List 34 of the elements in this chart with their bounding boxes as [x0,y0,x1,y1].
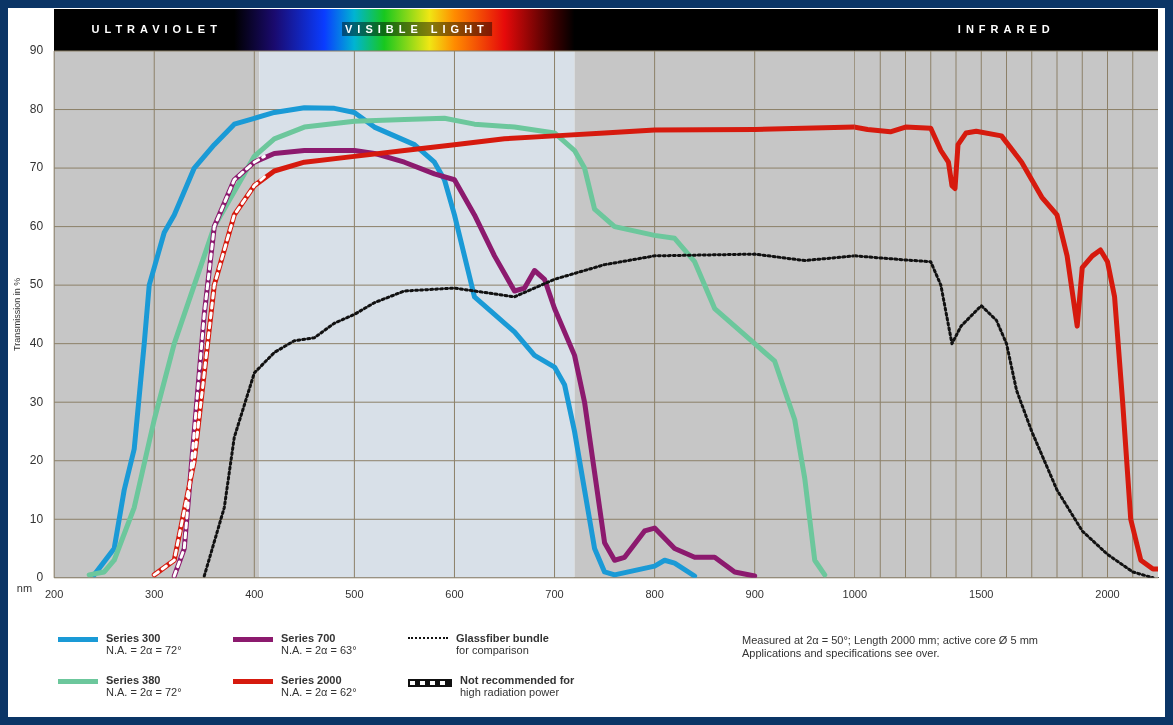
x-tick-label: 600 [445,588,464,601]
text: Applications and specifications see over. [742,647,941,660]
y-tick-label: 20 [29,453,44,468]
x-tick-label: 800 [645,588,664,601]
y-tick-label: 50 [29,277,44,292]
band-label: INFRARED [954,22,1058,36]
legend-label: Series 380 N.A. = 2α = 72° [106,674,182,698]
legend-label: Series 2000 N.A. = 2α = 62° [281,674,357,698]
band-label: ULTRAVIOLET [88,22,225,36]
y-tick-label: 30 [29,394,44,409]
legend-label: Not recommended for high radiation power [460,674,575,698]
x-tick-label: 900 [745,588,764,601]
y-tick-label: 70 [29,160,44,175]
y-tick-label: 40 [29,335,44,350]
x-tick-label: 700 [545,588,564,601]
y-tick-label: 60 [29,218,44,233]
y-tick-label: 0 [36,570,44,585]
y-axis-title: Transmission in % [11,277,22,351]
x-tick-label: 200 [44,588,64,601]
x-tick-label: 1000 [842,588,868,601]
x-tick-label: 500 [345,588,364,601]
x-tick-label: 2000 [1095,588,1120,601]
legend-label: Series 300 N.A. = 2α = 72° [106,632,182,656]
text: Measured at 2α = 50°; Length 2000 mm; active core Ø 5 mm [742,634,1038,647]
band-label: VISIBLE LIGHT [342,22,492,36]
y-tick-label: 90 [29,43,44,58]
y-tick-label: 80 [29,101,44,116]
y-tick-label: 10 [29,511,44,526]
x-tick-label: 1500 [968,588,994,601]
legend-label: Series 700 N.A. = 2α = 63° [281,632,357,656]
x-tick-label: 400 [245,588,264,601]
x-tick-label: 300 [145,588,164,601]
x-axis-title: nm [16,581,33,594]
legend-label: Glassfiber bundle for comparison [456,632,549,656]
